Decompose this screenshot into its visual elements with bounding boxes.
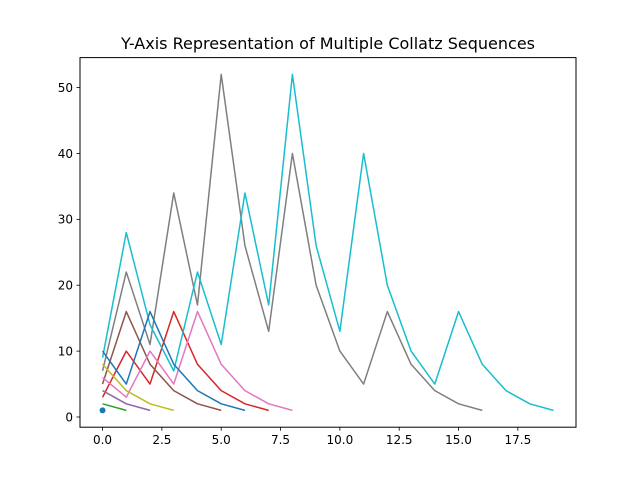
y-tick-label-2: 20 [58, 279, 73, 293]
x-tick-label-5: 12.5 [386, 433, 413, 447]
y-tick-label-1: 10 [58, 344, 73, 358]
axes-frame [79, 57, 577, 428]
x-tick-label-0: 0.0 [93, 433, 112, 447]
series-group [99, 73, 554, 414]
y-tick-label-4: 40 [58, 147, 73, 161]
y-axis: 0 10 20 30 40 50 [58, 81, 80, 424]
series-line-5 [101, 310, 222, 412]
x-tick-label-1: 2.5 [152, 433, 171, 447]
series-point-0-0 [99, 407, 106, 414]
series-line-8 [101, 363, 174, 412]
x-tick-label-6: 15.0 [445, 433, 472, 447]
series-line-1 [102, 403, 127, 412]
y-tick-label-3: 30 [58, 213, 73, 227]
y-tick-label-5: 50 [58, 81, 73, 95]
chart-title: Y-Axis Representation of Multiple Collat… [120, 34, 535, 53]
series-line-4 [102, 389, 151, 412]
x-tick-label-3: 7.5 [271, 433, 290, 447]
series-line-7 [101, 73, 483, 412]
series-line-2 [101, 310, 269, 412]
plot-area: 0.0 2.5 5.0 7.5 10.0 12.5 15.0 17.5 0 10 20 30 40 50 [58, 57, 577, 447]
y-tick-label-0: 0 [65, 410, 73, 424]
x-tick-label-4: 10.0 [327, 433, 354, 447]
x-axis: 0.0 2.5 5.0 7.5 10.0 12.5 15.0 17.5 [93, 427, 531, 447]
series-line-6 [102, 310, 293, 412]
series-line-9 [101, 73, 554, 412]
x-tick-label-7: 17.5 [504, 433, 531, 447]
series-line-10 [101, 310, 246, 412]
x-tick-label-2: 5.0 [212, 433, 231, 447]
